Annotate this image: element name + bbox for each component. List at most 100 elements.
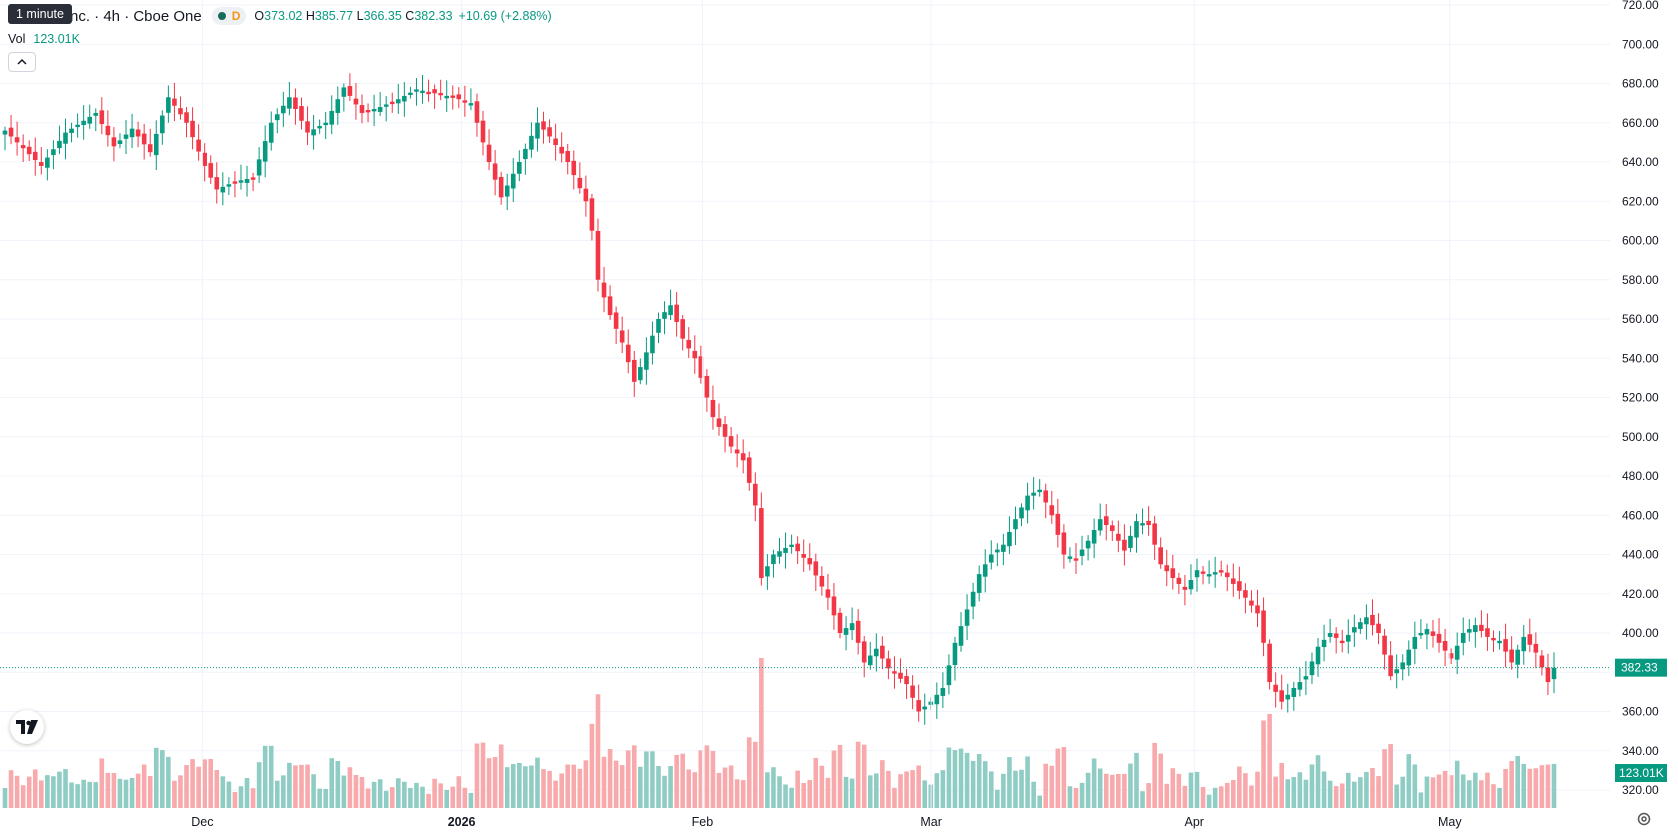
candle-body — [819, 575, 825, 587]
volume-label: Vol — [8, 32, 26, 46]
candle-body — [1061, 532, 1067, 555]
volume-bar — [976, 753, 982, 808]
volume-bar — [371, 781, 377, 808]
candle-body — [105, 125, 111, 136]
volume-bar — [638, 766, 643, 808]
collapse-legend-button[interactable] — [8, 52, 36, 72]
candle-body — [771, 554, 776, 565]
candle-body — [129, 128, 135, 138]
candle-body — [468, 103, 474, 106]
volume-bar — [1243, 773, 1248, 808]
volume-bar — [39, 780, 44, 808]
volume-bar — [722, 767, 728, 808]
volume-bar — [208, 759, 214, 808]
volume-bar — [1261, 720, 1266, 808]
candle-body — [317, 126, 322, 129]
tradingview-logo[interactable] — [10, 710, 44, 744]
volume-bar — [1255, 771, 1260, 808]
candle-body — [704, 375, 710, 398]
volume-bar — [341, 775, 347, 808]
last-volume-tag — [1615, 764, 1667, 782]
volume-bar — [172, 780, 177, 808]
volume-bar — [1043, 763, 1049, 808]
candle-body — [1309, 661, 1315, 676]
candle-body — [1049, 505, 1055, 516]
candle-body — [347, 86, 353, 96]
volume-bar — [135, 773, 141, 808]
volume-bar — [81, 779, 86, 808]
volume-bar — [1521, 763, 1527, 808]
candle-body — [438, 92, 443, 96]
candle-body — [274, 114, 280, 121]
candle-body — [1212, 572, 1218, 575]
candle-body — [1321, 639, 1327, 648]
volume-bar — [1001, 773, 1006, 808]
volume-bar — [801, 783, 807, 808]
candle-body — [577, 177, 583, 189]
volume-bar — [1430, 777, 1436, 808]
candle-body — [988, 554, 994, 563]
volume-bar — [1122, 773, 1127, 808]
last-price-label: 382.33 — [1621, 661, 1658, 675]
symbol-title[interactable]: nc. · 4h · Cboe One — [70, 7, 202, 25]
volume-bar — [746, 737, 752, 808]
candle-body — [759, 508, 764, 579]
volume-bar — [1473, 772, 1478, 808]
candle-body — [898, 672, 903, 679]
candle-body — [1146, 520, 1151, 526]
candle-body — [910, 685, 915, 698]
volume-bar — [1109, 774, 1115, 808]
volume-bar — [995, 789, 1000, 808]
candle-body — [1073, 558, 1079, 561]
candle-body — [541, 121, 546, 130]
candle-body — [1473, 625, 1478, 633]
candle-body — [728, 436, 734, 447]
volume-bar — [99, 758, 105, 808]
high-value: 385.77 — [314, 9, 354, 23]
candle-body — [1370, 614, 1375, 626]
volume-bar — [287, 762, 292, 808]
volume-bar — [1321, 771, 1327, 808]
price-tick-label: 700.00 — [1622, 37, 1659, 51]
candle-body — [1122, 539, 1127, 551]
volume-bar — [1327, 780, 1333, 808]
candle-body — [1503, 639, 1508, 652]
volume-bar — [317, 788, 322, 808]
volume-bar — [480, 742, 486, 808]
volume-bar — [1013, 770, 1018, 808]
volume-bar — [644, 751, 649, 808]
volume-bar — [595, 694, 601, 808]
low-label: L — [356, 9, 364, 23]
volume-bar — [970, 760, 976, 808]
volume-bar — [1345, 772, 1351, 808]
volume-bar — [1249, 785, 1254, 808]
volume-bar — [1460, 774, 1466, 808]
candle-body — [789, 544, 794, 548]
volume-bar — [438, 783, 443, 808]
candle-body — [1466, 629, 1472, 633]
volume-bar — [716, 772, 722, 808]
volume-bar — [680, 753, 685, 808]
candle-body — [383, 104, 389, 107]
volume-bar — [698, 750, 704, 808]
candle-body — [1079, 549, 1085, 556]
candle-body — [795, 543, 800, 552]
candle-body — [1224, 572, 1230, 578]
volume-bar — [988, 771, 994, 808]
gear-icon[interactable] — [1636, 811, 1652, 827]
candle-body — [14, 137, 20, 143]
market-status-pill[interactable]: D — [211, 7, 247, 25]
candle-body — [765, 566, 770, 577]
volume-bar — [1370, 768, 1375, 808]
volume-bar — [1551, 763, 1557, 808]
price-tick-label: 400.00 — [1622, 626, 1659, 640]
candle-body — [196, 139, 201, 152]
volume-bar — [759, 658, 764, 808]
volume-bar — [87, 781, 93, 808]
volume-bar — [1176, 773, 1182, 808]
candle-body — [1152, 523, 1157, 545]
volume-bar — [365, 788, 371, 808]
price-tick-label: 640.00 — [1622, 155, 1659, 169]
candle-body — [692, 350, 698, 359]
